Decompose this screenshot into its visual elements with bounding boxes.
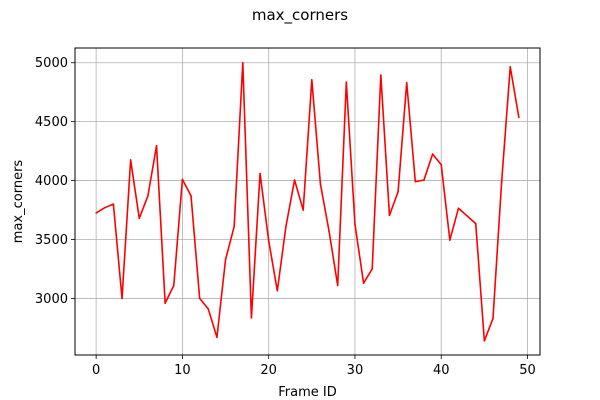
grid-lines	[75, 48, 540, 355]
data-point	[474, 222, 477, 225]
data-point	[293, 179, 296, 181]
data-point	[500, 181, 503, 184]
data-point	[224, 258, 227, 261]
data-point	[414, 180, 417, 183]
data-point	[302, 209, 304, 211]
data-point	[207, 308, 210, 310]
data-point	[250, 317, 253, 319]
data-point	[466, 215, 468, 217]
data-point	[509, 66, 512, 68]
data-point	[216, 336, 218, 339]
data-point	[129, 159, 132, 161]
data-point	[276, 289, 279, 292]
y-tick-label: 3000	[35, 292, 68, 307]
data-point	[423, 179, 425, 181]
data-point	[362, 282, 365, 284]
data-point	[172, 284, 175, 287]
data-point	[483, 340, 486, 342]
x-tick-label: 20	[260, 363, 277, 378]
x-tick-label: 50	[519, 363, 536, 378]
data-point	[285, 225, 287, 228]
x-tick-label: 30	[347, 363, 364, 378]
data-point	[233, 225, 235, 228]
data-point	[492, 317, 494, 320]
y-tick-label: 4500	[35, 115, 68, 130]
data-point	[198, 297, 201, 300]
y-axis-ticks: 3000 3500 4000 4500 5000	[35, 56, 75, 307]
data-point	[457, 207, 460, 210]
y-tick-label: 3500	[35, 233, 68, 248]
data-point	[103, 206, 106, 209]
x-axis-label: Frame ID	[278, 385, 336, 400]
data-point	[112, 203, 115, 205]
data-point	[380, 74, 382, 76]
series-layer	[95, 61, 520, 342]
x-tick-label: 10	[174, 363, 191, 378]
data-point	[138, 217, 141, 220]
x-axis-ticks: 0 10 20 30 40 50	[92, 355, 536, 378]
data-point	[328, 230, 330, 233]
plot-area-frame	[74, 47, 541, 356]
y-axis-label: max_corners	[11, 160, 26, 244]
data-point	[354, 223, 356, 225]
data-point	[95, 212, 97, 214]
chart-title: max_corners	[252, 6, 348, 25]
data-point	[121, 297, 123, 300]
series-line	[95, 61, 520, 342]
y-tick-label: 5000	[35, 56, 68, 71]
data-point	[259, 172, 261, 175]
data-point	[319, 183, 322, 185]
x-tick-label: 40	[433, 363, 450, 378]
data-point	[311, 79, 313, 81]
data-point	[440, 163, 443, 166]
data-point	[388, 214, 391, 217]
data-point	[181, 178, 184, 181]
data-point	[371, 268, 374, 270]
data-point	[190, 195, 192, 197]
data-point	[518, 116, 520, 119]
data-point	[241, 61, 244, 64]
data-point	[345, 81, 348, 83]
data-point	[267, 239, 270, 242]
data-point	[155, 145, 158, 147]
y-tick-label: 4000	[35, 174, 68, 189]
data-point	[336, 284, 339, 287]
x-tick-label: 0	[92, 363, 100, 378]
data-point	[147, 195, 149, 197]
data-point	[405, 81, 408, 84]
data-point	[164, 302, 166, 304]
data-point	[449, 239, 451, 241]
data-point	[431, 153, 434, 155]
data-point	[397, 190, 399, 193]
